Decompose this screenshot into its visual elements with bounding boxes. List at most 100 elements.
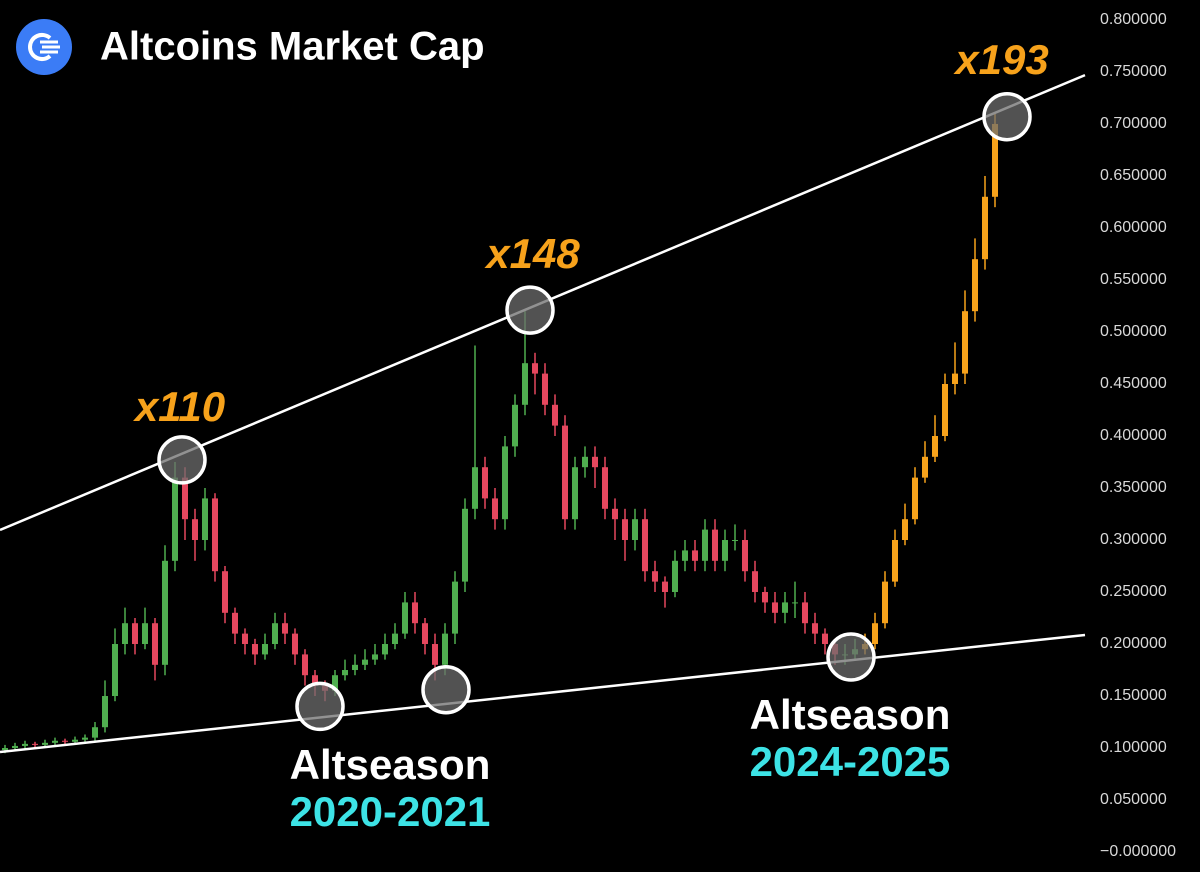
candle-body	[872, 623, 878, 645]
candle-body	[662, 581, 668, 593]
candle-body	[622, 519, 628, 541]
trendline	[0, 633, 1086, 754]
y-tick-label: 0.350000	[1100, 479, 1167, 496]
candle-body	[252, 644, 258, 655]
y-tick-label: 0.750000	[1100, 63, 1167, 80]
highlight-circle	[421, 665, 471, 715]
candle-body	[912, 477, 918, 520]
candle-body	[782, 602, 788, 613]
candle-body	[342, 670, 348, 676]
candle-body	[112, 644, 118, 697]
candle-body	[352, 664, 358, 671]
candle-body	[452, 581, 458, 634]
candle-body	[602, 467, 608, 509]
highlight-circle	[295, 681, 345, 732]
candle-body	[812, 623, 818, 634]
candle-body	[302, 654, 308, 676]
caption-label: Altseason	[750, 691, 951, 738]
candle-body	[172, 477, 178, 561]
y-tick-label: 0.450000	[1100, 375, 1167, 392]
y-tick-label: 0.700000	[1100, 115, 1167, 132]
candle-body	[752, 571, 758, 593]
highlight-circle	[982, 91, 1032, 142]
candle-body	[652, 571, 658, 582]
y-tick-label: 0.800000	[1100, 11, 1167, 28]
y-tick-label: −0.000000	[1100, 843, 1176, 860]
candle-body	[12, 745, 18, 749]
candle-body	[132, 623, 138, 645]
y-tick-label: 0.400000	[1100, 427, 1167, 444]
candle-body	[212, 498, 218, 572]
candle-body	[32, 743, 38, 745]
y-tick-label: 0.650000	[1100, 167, 1167, 184]
candle-body	[552, 404, 558, 426]
logo	[16, 19, 72, 75]
candle-body	[472, 467, 478, 509]
candle-body	[682, 550, 688, 561]
y-tick-label: 0.550000	[1100, 271, 1167, 288]
candle-body	[992, 123, 998, 197]
candle-body	[802, 602, 808, 624]
highlight-circle	[157, 435, 207, 485]
candle-body	[632, 519, 638, 541]
candle-body	[2, 748, 8, 751]
candle-body	[532, 363, 538, 374]
candle-body	[822, 633, 828, 645]
candle-body	[162, 560, 168, 665]
candle-body	[672, 560, 678, 593]
candle-body	[192, 519, 198, 541]
candle-body	[272, 623, 278, 645]
candle-body	[72, 739, 78, 742]
candle-body	[582, 456, 588, 468]
y-tick-label: 0.150000	[1100, 687, 1167, 704]
candle-body	[742, 540, 748, 572]
candle-body	[492, 498, 498, 520]
candle-body	[262, 644, 268, 655]
candle-body	[572, 467, 578, 520]
candle-body	[772, 602, 778, 613]
annotation: x110	[133, 383, 225, 430]
candle-body	[202, 498, 208, 541]
candle-body	[362, 659, 368, 665]
candle-body	[92, 727, 98, 738]
candle-body	[922, 456, 928, 478]
candle-body	[422, 623, 428, 645]
caption-years: 2024-2025	[750, 738, 951, 785]
candle-body	[282, 623, 288, 634]
candle-body	[542, 373, 548, 405]
annotation: x193	[953, 36, 1048, 83]
candle-body	[972, 259, 978, 312]
candle-body	[312, 675, 318, 686]
y-tick-label: 0.300000	[1100, 531, 1167, 548]
candle-body	[442, 633, 448, 665]
candle-body	[792, 602, 798, 604]
highlight-circle	[505, 285, 555, 335]
candle-body	[52, 740, 58, 743]
candle-body	[372, 654, 378, 660]
candle-body	[512, 404, 518, 447]
candle-body	[142, 623, 148, 645]
annotation: x148	[484, 230, 580, 277]
candle-body	[762, 592, 768, 603]
candle-body	[482, 467, 488, 499]
candle-body	[732, 540, 738, 542]
candle-body	[382, 644, 388, 655]
candle-body	[182, 477, 188, 520]
candle-body	[222, 571, 228, 613]
candle-body	[612, 508, 618, 520]
candle-body	[592, 456, 598, 468]
candle-body	[332, 675, 338, 691]
candle-body	[712, 529, 718, 561]
candle-body	[562, 425, 568, 520]
y-tick-label: 0.250000	[1100, 583, 1167, 600]
candle-body	[292, 633, 298, 655]
candle-body	[22, 743, 28, 746]
candle-body	[952, 373, 958, 384]
y-tick-label: 0.500000	[1100, 323, 1167, 340]
candle-body	[942, 383, 948, 436]
candle-body	[42, 742, 48, 745]
candle-body	[392, 633, 398, 645]
candle-body	[502, 446, 508, 520]
